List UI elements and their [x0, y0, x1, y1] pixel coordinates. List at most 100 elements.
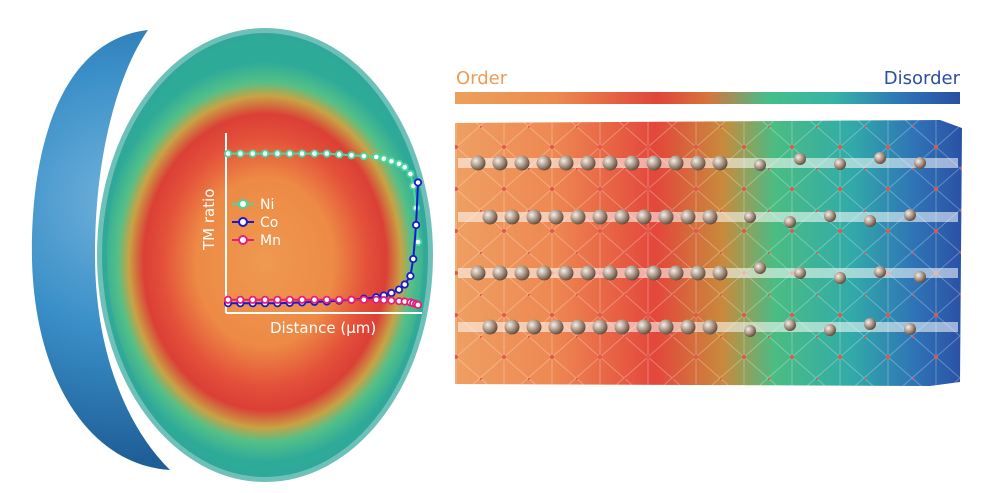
series-point-mn	[260, 295, 270, 304]
series-point-ni	[379, 154, 388, 163]
series-point-mn	[322, 295, 331, 304]
series-point-mn	[236, 295, 245, 304]
li-atom	[558, 155, 574, 171]
sphere-cross-section	[102, 33, 428, 477]
li-atom	[504, 209, 520, 225]
legend-item-co: Co	[232, 215, 278, 231]
sphere-outer-shell	[31, 30, 170, 470]
series-point-co	[387, 288, 396, 298]
plot-legend: Ni Co Mn	[232, 197, 281, 249]
li-atom	[646, 265, 662, 281]
li-atom	[602, 265, 618, 281]
li-atom	[744, 325, 756, 337]
series-point-ni	[297, 149, 307, 158]
li-atom	[482, 319, 498, 335]
series-point-mn	[379, 296, 388, 305]
li-atom	[834, 272, 846, 284]
li-atom	[658, 319, 674, 335]
li-atom	[504, 319, 520, 335]
li-atom	[904, 209, 916, 221]
lithium-atoms	[470, 152, 926, 337]
li-atom	[614, 209, 630, 225]
li-atom	[526, 319, 542, 335]
series-point-mn	[273, 295, 282, 304]
series-point-mn	[372, 295, 381, 304]
li-atom	[636, 319, 652, 335]
disorder-label: Disorder	[884, 68, 961, 89]
series-point-co	[400, 280, 409, 289]
particle-sphere	[31, 28, 433, 482]
li-atom	[536, 155, 552, 171]
li-atom	[482, 209, 498, 225]
series-point-ni	[335, 150, 344, 159]
series-point-ni	[310, 149, 319, 158]
series-point-ni	[359, 152, 368, 161]
li-atom	[558, 265, 574, 281]
series-point-co	[413, 178, 423, 187]
li-atom	[470, 265, 486, 281]
legend-label-ni: Ni	[260, 197, 274, 213]
li-atom	[580, 155, 596, 171]
order-disorder-gradient-bar	[455, 92, 960, 104]
li-atom	[492, 265, 508, 281]
series-point-ni	[285, 149, 294, 158]
plot-y-label: TM ratio	[200, 189, 218, 251]
li-atom	[514, 265, 530, 281]
series-point-ni	[406, 169, 415, 179]
li-atom	[824, 324, 836, 336]
series-point-ni	[394, 159, 404, 168]
legend-label-mn: Mn	[260, 233, 281, 249]
li-atom	[636, 209, 652, 225]
series-point-mn	[413, 300, 423, 309]
li-atom	[580, 265, 596, 281]
li-atom	[548, 209, 564, 225]
li-atom	[874, 152, 886, 164]
series-point-mn	[310, 295, 319, 304]
series-point-ni	[387, 157, 396, 166]
series-point-ni	[223, 149, 233, 158]
li-atom	[492, 155, 508, 171]
li-atom	[712, 265, 728, 281]
series-point-mn	[335, 295, 344, 304]
li-atom	[526, 209, 542, 225]
li-atom	[570, 319, 586, 335]
li-atom	[754, 159, 766, 171]
li-atom	[834, 158, 846, 170]
series-point-mn	[223, 295, 233, 304]
crystal-lattice	[455, 120, 962, 386]
li-atom	[536, 265, 552, 281]
li-atom	[784, 216, 796, 228]
li-atom	[646, 155, 662, 171]
li-atom	[658, 209, 674, 225]
legend-item-mn: Mn	[232, 233, 281, 249]
order-label: Order	[456, 68, 508, 89]
li-atom	[744, 211, 756, 223]
li-atom	[874, 266, 886, 278]
legend-label-co: Co	[260, 215, 278, 231]
li-atom	[668, 265, 684, 281]
li-atom	[602, 155, 618, 171]
li-atom	[784, 319, 796, 331]
li-atom	[680, 319, 696, 335]
li-atom	[864, 318, 876, 330]
li-atom	[702, 209, 718, 225]
series-point-ni	[236, 149, 245, 158]
series-point-mn	[359, 295, 368, 304]
tm-ratio-plot: TM ratio Distance (μm) Ni Co Mn	[200, 133, 423, 337]
legend-item-ni: Ni	[232, 197, 274, 213]
series-point-mn	[347, 295, 356, 304]
series-point-ni	[347, 151, 356, 160]
series-point-mn	[387, 296, 396, 305]
li-atom	[624, 155, 640, 171]
series-point-ni	[273, 149, 282, 158]
plot-x-label: Distance (μm)	[270, 319, 376, 337]
li-atom	[702, 319, 718, 335]
series-point-ni	[248, 149, 257, 158]
series-point-ni	[260, 149, 270, 158]
li-atom	[514, 155, 530, 171]
series-point-co	[411, 220, 421, 230]
li-atom	[712, 155, 728, 171]
li-atom	[470, 155, 486, 171]
li-atom	[548, 319, 564, 335]
